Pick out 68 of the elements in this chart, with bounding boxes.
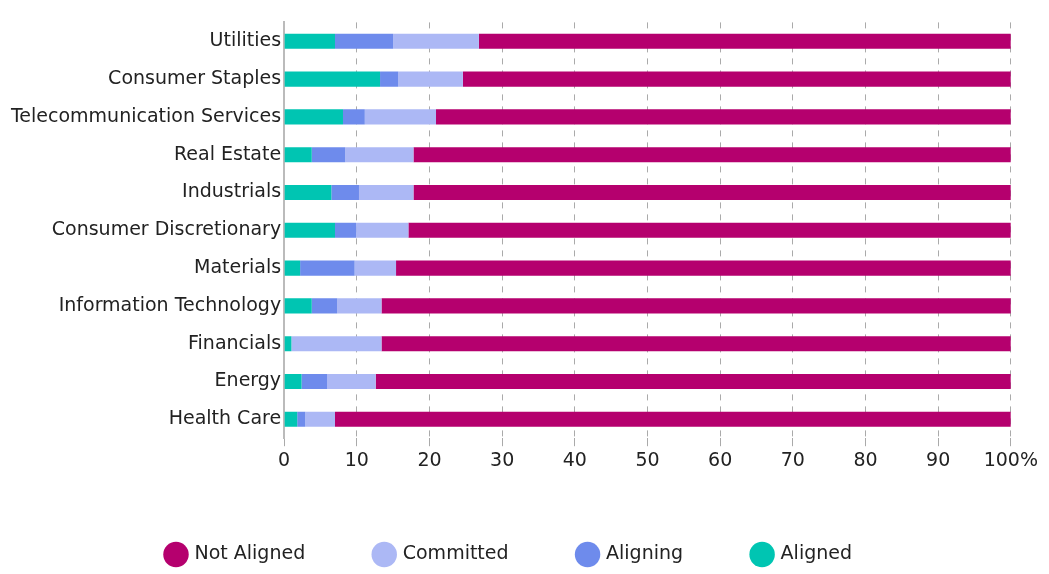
bar [335, 411, 1011, 427]
bar [284, 373, 302, 390]
bar [337, 298, 382, 314]
bar [284, 109, 343, 125]
y-tick-label: Telecommunication Services [9, 103, 282, 126]
legend-label: Aligned [780, 541, 853, 564]
x-tick-label: 80 [853, 447, 878, 470]
bar [462, 71, 1011, 87]
bar [408, 222, 1011, 238]
y-tick-label: Industrials [182, 179, 282, 202]
y-tick-label: Energy [214, 368, 282, 391]
x-tick-label: 40 [562, 447, 587, 470]
bar [331, 184, 359, 201]
y-tick-label: Real Estate [173, 141, 282, 164]
x-tick-label: 0 [278, 447, 291, 470]
bar [413, 184, 1011, 201]
x-tick-label: 60 [708, 447, 733, 470]
x-tick-label: 20 [417, 447, 442, 470]
bar [284, 411, 298, 427]
y-tick-label: Materials [194, 255, 282, 278]
x-tick-label: 90 [926, 447, 951, 470]
x-tick-label: 30 [490, 447, 515, 470]
legend-label: Not Aligned [194, 541, 306, 564]
bar [345, 147, 414, 163]
bar [342, 109, 365, 125]
bar [356, 222, 409, 238]
y-tick-label: Health Care [168, 406, 282, 429]
bar [413, 147, 1011, 163]
bar [284, 222, 335, 238]
bar [478, 33, 1011, 49]
bar [364, 109, 437, 125]
bar [284, 298, 312, 314]
y-tick-label: Consumer Staples [108, 66, 282, 89]
y-tick-label: Financials [188, 330, 282, 353]
bar [396, 260, 1011, 276]
bar [305, 411, 335, 427]
x-tick-label: 10 [344, 447, 369, 470]
bar [381, 298, 1011, 314]
bar [375, 373, 1011, 390]
bar [380, 71, 399, 87]
bar [354, 260, 397, 276]
y-tick-label: Utilities [209, 28, 282, 51]
bar [327, 373, 376, 390]
bar [335, 222, 357, 238]
bar [436, 109, 1011, 125]
bar [291, 336, 382, 352]
legend-label: Aligning [606, 541, 684, 564]
bar [393, 33, 479, 49]
y-tick-label: Information Technology [58, 292, 282, 315]
bar [311, 298, 338, 314]
bar [335, 33, 394, 49]
bar [284, 147, 312, 163]
bar [301, 373, 327, 390]
x-tick-label: 70 [780, 447, 805, 470]
bar [398, 71, 463, 87]
x-tick-label: 50 [635, 447, 660, 470]
bar [284, 71, 381, 87]
bar [284, 260, 301, 276]
bar [311, 147, 346, 163]
bar [297, 411, 306, 427]
bar [358, 184, 414, 201]
y-tick-label: Consumer Discretionary [51, 217, 282, 240]
bar [284, 33, 335, 49]
legend-label: Committed [402, 541, 509, 564]
bar [300, 260, 355, 276]
x-tick-label: 100% [983, 447, 1038, 470]
bar [381, 336, 1011, 352]
bar [284, 184, 332, 201]
